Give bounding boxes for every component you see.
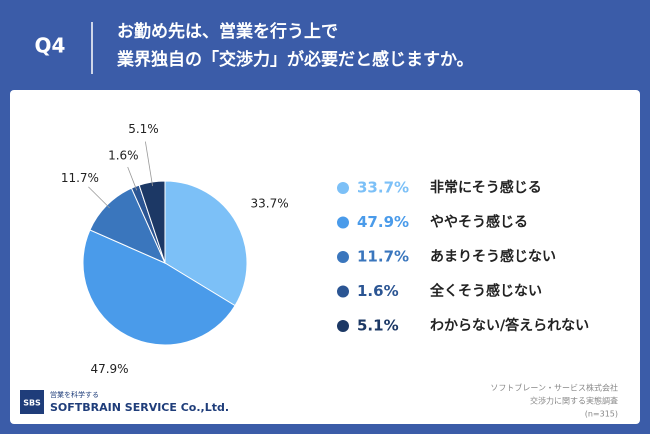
data-label: 33.7% xyxy=(251,197,289,211)
source: ソフトブレーン・サービス株式会社 xyxy=(490,383,618,393)
question-number: Q4 xyxy=(35,34,66,58)
legend-label: ややそう感じる xyxy=(430,214,528,231)
leader-line xyxy=(144,141,153,187)
data-label: 11.7% xyxy=(61,171,99,185)
source: 交渉力に関する実態調査 xyxy=(530,396,618,406)
legend-marker xyxy=(337,216,349,229)
leader-line xyxy=(127,166,138,191)
legend: 33.7% 非常にそう感じる 47.9% ややそう感じる 11.7% あまりそう感じない 1… xyxy=(337,179,589,335)
company: SOFTBRAIN SERVICE Co.,Ltd. xyxy=(50,401,229,414)
legend-marker xyxy=(337,251,349,263)
legend-value: 33.7% xyxy=(357,179,409,197)
title-line: 業界独自の「交渉力」が必要だと感じますか。 xyxy=(117,49,474,70)
title-line: お勤め先は、営業を行う上で xyxy=(117,21,338,42)
legend-value: 11.7% xyxy=(357,248,409,266)
legend-marker xyxy=(337,285,349,298)
legend-marker xyxy=(337,182,349,194)
pie-slice xyxy=(82,229,236,346)
source: (n=315) xyxy=(585,410,618,419)
legend-label: あまりそう感じない xyxy=(430,248,556,265)
legend-value: 47.9% xyxy=(357,213,409,231)
legend-value: 5.1% xyxy=(357,317,399,335)
legend-marker xyxy=(337,320,349,332)
pie-chart: 33.7% 47.9% 11.7% 1.6% 5.1% xyxy=(61,122,289,376)
legend-value: 1.6% xyxy=(357,282,399,300)
data-label: 47.9% xyxy=(90,362,128,376)
legend-label: 全くそう感じない xyxy=(429,283,542,300)
logo: SBS xyxy=(23,399,41,408)
logo-box xyxy=(20,390,44,414)
data-label: 1.6% xyxy=(108,148,139,162)
legend-label: わからない/答えられない xyxy=(430,317,589,334)
pie-slice xyxy=(164,180,248,307)
leader-line xyxy=(88,186,110,209)
data-label: 5.1% xyxy=(128,122,159,136)
tagline: 営業を科学する xyxy=(50,390,99,399)
legend-label: 非常にそう感じる xyxy=(430,179,542,196)
